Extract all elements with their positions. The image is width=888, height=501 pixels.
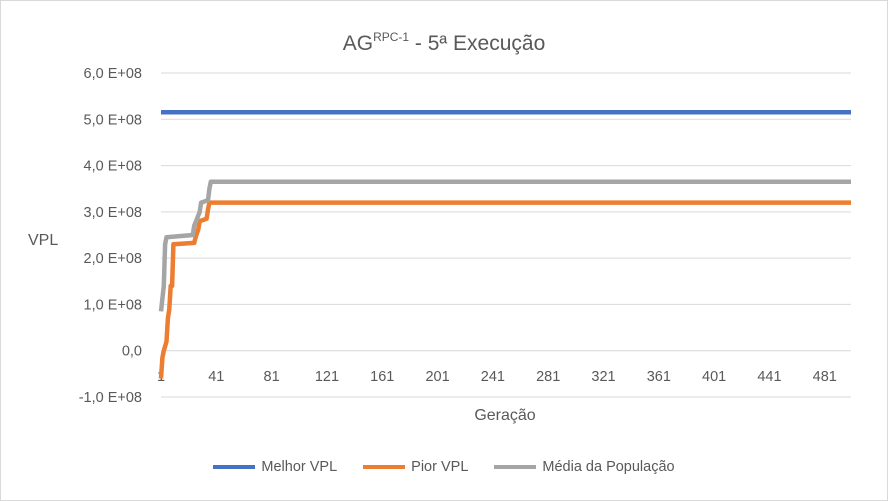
- y-axis-label: VPL: [28, 232, 58, 249]
- y-tick-label: 6,0 E+08: [84, 66, 142, 82]
- x-axis-ticks: 1 41 81 121 161 201 241 281 321 361 401 441 481: [157, 369, 837, 385]
- legend-swatch: [213, 465, 256, 469]
- x-tick-label: 241: [481, 369, 505, 385]
- legend-label: Pior VPL: [411, 459, 469, 475]
- y-tick-label: 2,0 E+08: [84, 251, 142, 267]
- legend-label: Média da População: [542, 459, 675, 475]
- y-tick-label: 0,0: [122, 344, 142, 360]
- series-lines: [158, 110, 851, 379]
- legend-swatch: [494, 465, 537, 469]
- x-tick-label: 41: [208, 369, 224, 385]
- y-tick-label: 3,0 E+08: [84, 205, 142, 221]
- x-tick-label: 161: [370, 369, 394, 385]
- x-tick-label: 321: [591, 369, 615, 385]
- y-tick-label: 4,0 E+08: [84, 159, 142, 175]
- x-tick-label: 201: [425, 369, 449, 385]
- chart-legend: Melhor VPL Pior VPL Média da População: [0, 459, 888, 475]
- y-tick-label: 1,0 E+08: [84, 297, 142, 313]
- x-tick-label: 481: [813, 369, 837, 385]
- chart-title-main: AG: [342, 32, 374, 55]
- chart-title-rest: - 5ª Execução: [409, 32, 546, 55]
- legend-item: Média da População: [494, 459, 675, 475]
- x-tick-label: 441: [757, 369, 781, 385]
- series-line-m-dia-da-popula-o: [158, 179, 851, 312]
- x-tick-label: 401: [702, 369, 726, 385]
- legend-label: Melhor VPL: [261, 459, 338, 475]
- x-tick-label: 281: [536, 369, 560, 385]
- y-tick-label: -1,0 E+08: [79, 390, 142, 406]
- chart-title: AGRPC-1 - 5ª Execução: [0, 30, 888, 56]
- legend-item: Melhor VPL: [213, 459, 337, 475]
- chart-title-superscript: RPC-1: [373, 30, 410, 44]
- legend-swatch: [363, 465, 406, 469]
- y-tick-label: 5,0 E+08: [84, 112, 142, 128]
- x-tick-label: 121: [315, 369, 339, 385]
- y-axis-ticks: 6,0 E+08 5,0 E+08 4,0 E+08 3,0 E+08 2,0 E+08…: [79, 66, 142, 406]
- legend-item: Pior VPL: [363, 459, 468, 475]
- gridlines: [161, 72, 851, 398]
- x-tick-label: 361: [647, 369, 671, 385]
- x-tick-label: 81: [264, 369, 280, 385]
- series-line-pior-vpl: [158, 200, 851, 379]
- x-axis-label: Geração: [474, 407, 535, 424]
